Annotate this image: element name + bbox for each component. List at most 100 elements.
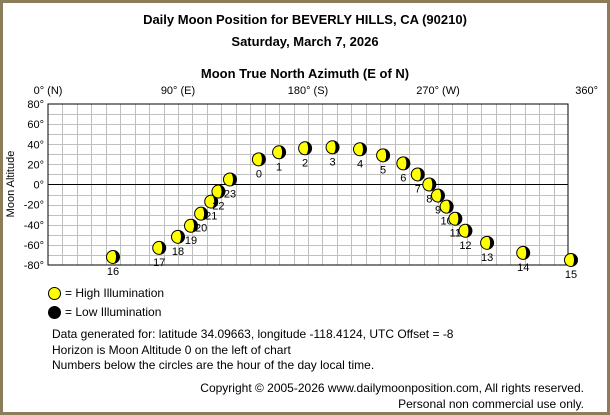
info-line-3: Numbers below the circles are the hour o… bbox=[52, 358, 375, 372]
copyright-line-2: Personal non commercial use only. bbox=[398, 397, 584, 411]
y-tick-label: -20° bbox=[24, 200, 44, 212]
legend-low-label: = Low Illumination bbox=[65, 305, 162, 319]
hour-label: 19 bbox=[185, 235, 197, 247]
x-tick-label: 360° bbox=[575, 85, 598, 97]
moon-shadow bbox=[360, 142, 367, 156]
chart-title: Daily Moon Position for BEVERLY HILLS, C… bbox=[143, 12, 467, 27]
moon-shadow bbox=[429, 178, 436, 191]
hour-label: 1 bbox=[276, 161, 282, 173]
moon-shadow bbox=[230, 172, 237, 186]
y-tick-label: 20° bbox=[27, 159, 44, 171]
moon-point-hour-14: 14 bbox=[516, 245, 531, 274]
x-tick-label: 90° (E) bbox=[161, 85, 195, 97]
hour-label: 15 bbox=[565, 269, 577, 281]
hour-label: 22 bbox=[212, 201, 224, 213]
moon-point-hour-12: 12 bbox=[458, 223, 473, 252]
moon-point-hour-13: 13 bbox=[480, 235, 495, 264]
hour-label: 16 bbox=[107, 266, 119, 278]
y-tick-label: 0° bbox=[33, 180, 44, 192]
hour-label: 17 bbox=[153, 257, 165, 269]
moon-shadow bbox=[403, 156, 410, 170]
moon-point-hour-19: 19 bbox=[184, 218, 198, 247]
y-tick-label: 60° bbox=[27, 119, 44, 131]
moon-point-hour-8: 8 bbox=[422, 177, 437, 206]
hour-label: 23 bbox=[224, 188, 236, 200]
x-axis-title: Moon True North Azimuth (E of N) bbox=[201, 66, 409, 81]
hour-label: 8 bbox=[426, 194, 432, 206]
moon-shadow bbox=[178, 230, 185, 244]
hour-label: 11 bbox=[450, 228, 461, 240]
y-tick-label: 40° bbox=[27, 139, 44, 151]
moon-point-hour-22: 22 bbox=[211, 184, 226, 213]
copyright-line-1: Copyright © 2005-2026 www.dailymoonposit… bbox=[200, 381, 584, 395]
hour-label: 13 bbox=[481, 252, 493, 264]
moon-shadow bbox=[446, 200, 454, 214]
y-tick-label: -40° bbox=[24, 220, 44, 232]
moon-shadow bbox=[465, 224, 472, 238]
hour-label: 7 bbox=[415, 183, 421, 195]
moon-point-hour-15: 15 bbox=[564, 252, 578, 281]
hour-label: 6 bbox=[400, 172, 406, 184]
moon-shadow bbox=[332, 140, 340, 154]
info-line-1: Data generated for: latitude 34.09663, l… bbox=[52, 327, 454, 341]
hour-label: 9 bbox=[435, 205, 441, 217]
moon-point-hour-11: 11 bbox=[448, 211, 463, 240]
moon-shadow bbox=[159, 241, 166, 255]
axis-ticks: 0° (N) 90° (E) 180° (S) 270° (W) 360°80°60°4… bbox=[24, 85, 598, 272]
hour-label: 0 bbox=[256, 168, 262, 180]
hour-label: 2 bbox=[302, 157, 308, 169]
moon-shadow bbox=[438, 189, 445, 203]
moon-point-hour-3: 3 bbox=[325, 140, 340, 168]
moon-shadow bbox=[191, 219, 198, 233]
moon-point-hour-0: 0 bbox=[251, 152, 266, 180]
hour-label: 14 bbox=[517, 262, 529, 274]
legend-high: = High Illumination bbox=[48, 286, 164, 300]
hour-label: 18 bbox=[172, 246, 184, 258]
moon-point-hour-4: 4 bbox=[353, 142, 367, 170]
moon-shadow bbox=[218, 185, 225, 199]
moon-point-hour-1: 1 bbox=[272, 145, 287, 173]
moon-shadow bbox=[305, 141, 312, 155]
hour-label: 3 bbox=[329, 156, 335, 168]
y-tick-label: 80° bbox=[27, 99, 44, 111]
hour-label: 20 bbox=[195, 223, 207, 235]
moon-point-hour-7: 7 bbox=[410, 167, 425, 195]
moon-point-hour-2: 2 bbox=[298, 141, 313, 169]
moon-shadow bbox=[258, 152, 266, 166]
high-illumination-swatch bbox=[48, 286, 61, 300]
moon-point-hour-6: 6 bbox=[396, 156, 411, 184]
moon-shadow bbox=[417, 167, 425, 181]
moon-shadow bbox=[571, 253, 578, 267]
moon-shadow bbox=[211, 195, 218, 209]
moon-point-hour-20: 20 bbox=[194, 206, 209, 235]
moon-point-hour-9: 9 bbox=[431, 188, 445, 217]
moon-point-hour-18: 18 bbox=[171, 229, 185, 258]
y-tick-label: -60° bbox=[24, 240, 44, 252]
moon-point-hour-16: 16 bbox=[106, 249, 120, 278]
y-tick-label: -80° bbox=[24, 260, 44, 272]
moon-shadow bbox=[523, 246, 530, 260]
moon-shadow bbox=[279, 145, 286, 159]
moon-shadow bbox=[455, 212, 462, 226]
legend-low: = Low Illumination bbox=[48, 305, 161, 319]
hour-label: 21 bbox=[205, 211, 217, 223]
x-tick-label: 270° (W) bbox=[416, 85, 460, 97]
moon-shadow bbox=[201, 207, 208, 221]
moon-shadow bbox=[113, 250, 120, 264]
moon-shadow bbox=[487, 236, 494, 250]
x-tick-label: 0° (N) bbox=[34, 85, 63, 97]
hour-label: 12 bbox=[459, 240, 471, 252]
moon-point-hour-21: 21 bbox=[204, 194, 219, 223]
moon-shadow bbox=[383, 148, 390, 162]
info-line-2: Horizon is Moon Altitude 0 on the left o… bbox=[52, 343, 291, 357]
moon-point-hour-23: 23 bbox=[223, 172, 237, 200]
hour-label: 4 bbox=[357, 158, 363, 170]
y-axis-title: Moon Altitude bbox=[5, 151, 17, 218]
moon-point-hour-17: 17 bbox=[152, 240, 167, 269]
chart-subtitle: Saturday, March 7, 2026 bbox=[231, 34, 378, 49]
x-tick-label: 180° (S) bbox=[288, 85, 328, 97]
moon-point-hour-5: 5 bbox=[376, 148, 391, 176]
